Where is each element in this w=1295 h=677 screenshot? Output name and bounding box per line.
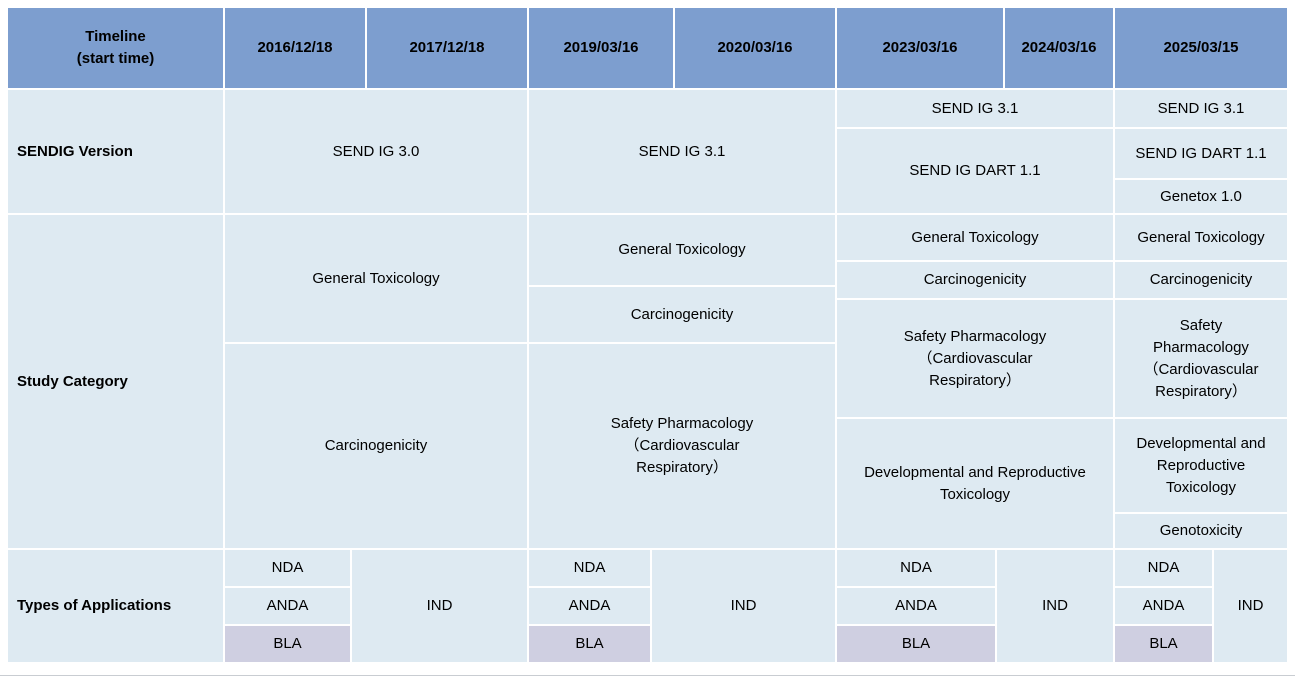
- header-cell-date-2023-03-16: 2023/03/16: [837, 8, 1003, 88]
- cell-send-ig-3-0: SEND IG 3.0: [225, 90, 527, 213]
- header-cell-date-2016-12-18: 2016/12/18: [225, 8, 365, 88]
- cell-anda-2023: ANDA: [837, 588, 995, 624]
- cell-genotoxicity-2025: Genotoxicity: [1115, 514, 1287, 548]
- cell-general-toxicology-2019: General Toxicology: [529, 215, 835, 285]
- page-bottom-line: [0, 675, 1295, 676]
- header-cell-date-2019-03-16: 2019/03/16: [529, 8, 673, 88]
- cell-bla-2023: BLA: [837, 626, 995, 662]
- row-label-sendig-version: SENDIG Version: [8, 90, 223, 213]
- row-label-types-of-applications: Types of Applications: [8, 550, 223, 662]
- cell-nda-2025: NDA: [1115, 550, 1212, 586]
- cell-general-toxicology-2023: General Toxicology: [837, 215, 1113, 260]
- cell-carcinogenicity-2025: Carcinogenicity: [1115, 262, 1287, 298]
- cell-anda-2019: ANDA: [529, 588, 650, 624]
- cell-dart-toxicology-2025: Developmental and Reproductive Toxicolog…: [1115, 419, 1287, 512]
- header-cell-date-2025-03-15: 2025/03/15: [1115, 8, 1287, 88]
- cell-bla-2025: BLA: [1115, 626, 1212, 662]
- header-cell-timeline: Timeline (start time): [8, 8, 223, 88]
- cell-send-ig-3-1: SEND IG 3.1: [529, 90, 835, 213]
- cell-nda-2023: NDA: [837, 550, 995, 586]
- cell-dart-toxicology-2023: Developmental and Reproductive Toxicolog…: [837, 419, 1113, 548]
- header-cell-date-2024-03-16: 2024/03/16: [1005, 8, 1113, 88]
- cell-send-ig-dart-1-1-2023: SEND IG DART 1.1: [837, 129, 1113, 213]
- cell-safety-pharmacology-2019: Safety Pharmacology （Cardiovascular Resp…: [529, 344, 835, 548]
- cell-carcinogenicity-2019: Carcinogenicity: [529, 287, 835, 342]
- cell-general-toxicology-2025: General Toxicology: [1115, 215, 1287, 260]
- cell-genetox-1-0-2025: Genetox 1.0: [1115, 180, 1287, 213]
- cell-carcinogenicity-2016: Carcinogenicity: [225, 344, 527, 548]
- cell-ind-2025: IND: [1214, 550, 1287, 662]
- cell-safety-pharmacology-2025: Safety Pharmacology （Cardiovascular Resp…: [1115, 300, 1287, 417]
- cell-ind-2024: IND: [997, 550, 1113, 662]
- cell-send-ig-3-1-2023: SEND IG 3.1: [837, 90, 1113, 127]
- cell-general-toxicology-2016: General Toxicology: [225, 215, 527, 342]
- cell-carcinogenicity-2023: Carcinogenicity: [837, 262, 1113, 298]
- cell-bla-2016: BLA: [225, 626, 350, 662]
- cell-nda-2019: NDA: [529, 550, 650, 586]
- header-cell-date-2020-03-16: 2020/03/16: [675, 8, 835, 88]
- cell-anda-2025: ANDA: [1115, 588, 1212, 624]
- cell-safety-pharmacology-2023: Safety Pharmacology （Cardiovascular Resp…: [837, 300, 1113, 417]
- cell-anda-2016: ANDA: [225, 588, 350, 624]
- row-label-study-category: Study Category: [8, 215, 223, 548]
- cell-send-ig-3-1-2025: SEND IG 3.1: [1115, 90, 1287, 127]
- cell-send-ig-dart-1-1-2025: SEND IG DART 1.1: [1115, 129, 1287, 178]
- cell-ind-2017: IND: [352, 550, 527, 662]
- header-cell-date-2017-12-18: 2017/12/18: [367, 8, 527, 88]
- cell-bla-2019: BLA: [529, 626, 650, 662]
- cell-ind-2020: IND: [652, 550, 835, 662]
- cell-nda-2016: NDA: [225, 550, 350, 586]
- send-timeline-table: Timeline (start time) 2016/12/18 2017/12…: [8, 8, 1287, 662]
